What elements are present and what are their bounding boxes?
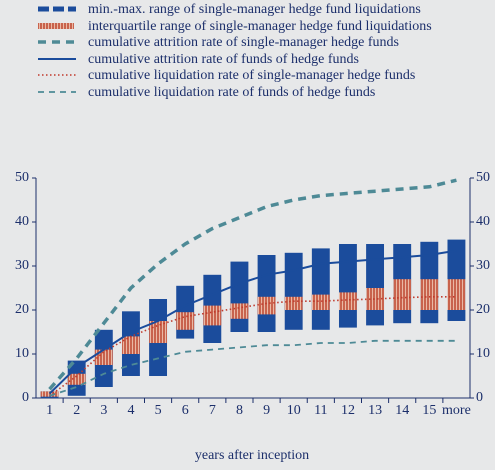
legend-item: interquartile range of single-manager he… <box>36 19 486 35</box>
x-tick-label: 13 <box>368 403 382 418</box>
x-tick-label: 7 <box>209 403 216 418</box>
y2-tick-label: 20 <box>476 302 490 317</box>
range-bar <box>230 261 249 332</box>
range-bar <box>203 305 222 326</box>
x-tick-label: 12 <box>341 403 355 418</box>
x-tick-label: 11 <box>314 403 327 418</box>
legend-item: cumulative liquidation rate of single-ma… <box>36 68 486 84</box>
y-tick-label: 40 <box>15 214 29 229</box>
range-bar <box>121 336 140 354</box>
y-tick-label: 0 <box>22 390 29 405</box>
range-bar <box>447 279 466 310</box>
range-bar <box>366 244 385 326</box>
x-tick-label: 6 <box>182 403 189 418</box>
legend-swatch <box>38 74 76 76</box>
range-bar <box>257 255 276 332</box>
legend-label: min.-max. range of single-manager hedge … <box>88 2 421 17</box>
range-bar <box>257 296 276 315</box>
x-tick-label: 3 <box>100 403 107 418</box>
x-tick-label: 8 <box>236 403 243 418</box>
legend-label: cumulative attrition rate of single-mana… <box>88 35 400 50</box>
range-bar <box>393 279 412 310</box>
legend-label: cumulative liquidation rate of single-ma… <box>88 68 416 83</box>
range-bar <box>311 248 330 330</box>
range-bar <box>176 312 195 330</box>
range-bar <box>311 294 330 310</box>
legend-label: cumulative attrition rate of funds of he… <box>88 51 359 67</box>
range-bar <box>176 285 195 339</box>
x-tick-label: 2 <box>73 403 80 418</box>
range-bar <box>40 391 59 397</box>
x-tick-label: 15 <box>422 403 436 418</box>
x-tick-label: 1 <box>46 403 53 418</box>
legend-swatch <box>38 57 76 60</box>
y-tick-label: 30 <box>15 258 29 273</box>
range-bar <box>366 288 385 310</box>
range-bar <box>338 292 357 310</box>
range-bar <box>149 321 168 343</box>
range-bar <box>284 252 303 330</box>
range-bar <box>94 349 113 365</box>
legend-item: cumulative liquidation rate of funds of … <box>36 85 486 101</box>
legend-swatch <box>38 6 76 12</box>
y-tick-label: 10 <box>15 346 29 361</box>
range-bar <box>420 279 439 310</box>
legend-item: cumulative attrition rate of single-mana… <box>36 35 486 51</box>
legend-swatch <box>38 40 76 44</box>
legend-item: cumulative attrition rate of funds of he… <box>36 52 486 68</box>
series-line <box>48 178 457 391</box>
range-bar <box>230 303 249 319</box>
y2-tick-label: 0 <box>476 390 483 405</box>
x-axis-title: years after inception <box>195 448 309 463</box>
legend-label: cumulative liquidation rate of funds of … <box>88 84 376 100</box>
legend-swatch <box>38 22 74 29</box>
y-tick-label: 50 <box>15 170 29 185</box>
x-tick-label: 9 <box>263 403 270 418</box>
y2-tick-label: 30 <box>476 258 490 273</box>
x-tick-label: 10 <box>287 403 301 418</box>
y2-tick-label: 10 <box>476 346 490 361</box>
x-tick-label: 4 <box>127 403 134 418</box>
swatch <box>38 22 74 29</box>
legend: min.-max. range of single-manager hedge … <box>36 2 486 101</box>
x-tick-label: 5 <box>155 403 162 418</box>
legend-item: min.-max. range of single-manager hedge … <box>36 2 486 18</box>
range-bar <box>284 296 303 310</box>
series-line <box>49 339 457 397</box>
x-tick-label: 14 <box>395 403 409 418</box>
series-line <box>48 249 457 395</box>
y-tick-label: 20 <box>15 302 29 317</box>
range-bar <box>338 244 357 328</box>
legend-swatch <box>38 90 76 93</box>
y2-tick-label: 40 <box>476 214 490 229</box>
y2-tick-label: 50 <box>476 170 490 185</box>
legend-label: interquartile range of single-manager he… <box>88 18 432 34</box>
range-bar <box>67 373 86 385</box>
x-tick-label: more <box>442 403 471 418</box>
